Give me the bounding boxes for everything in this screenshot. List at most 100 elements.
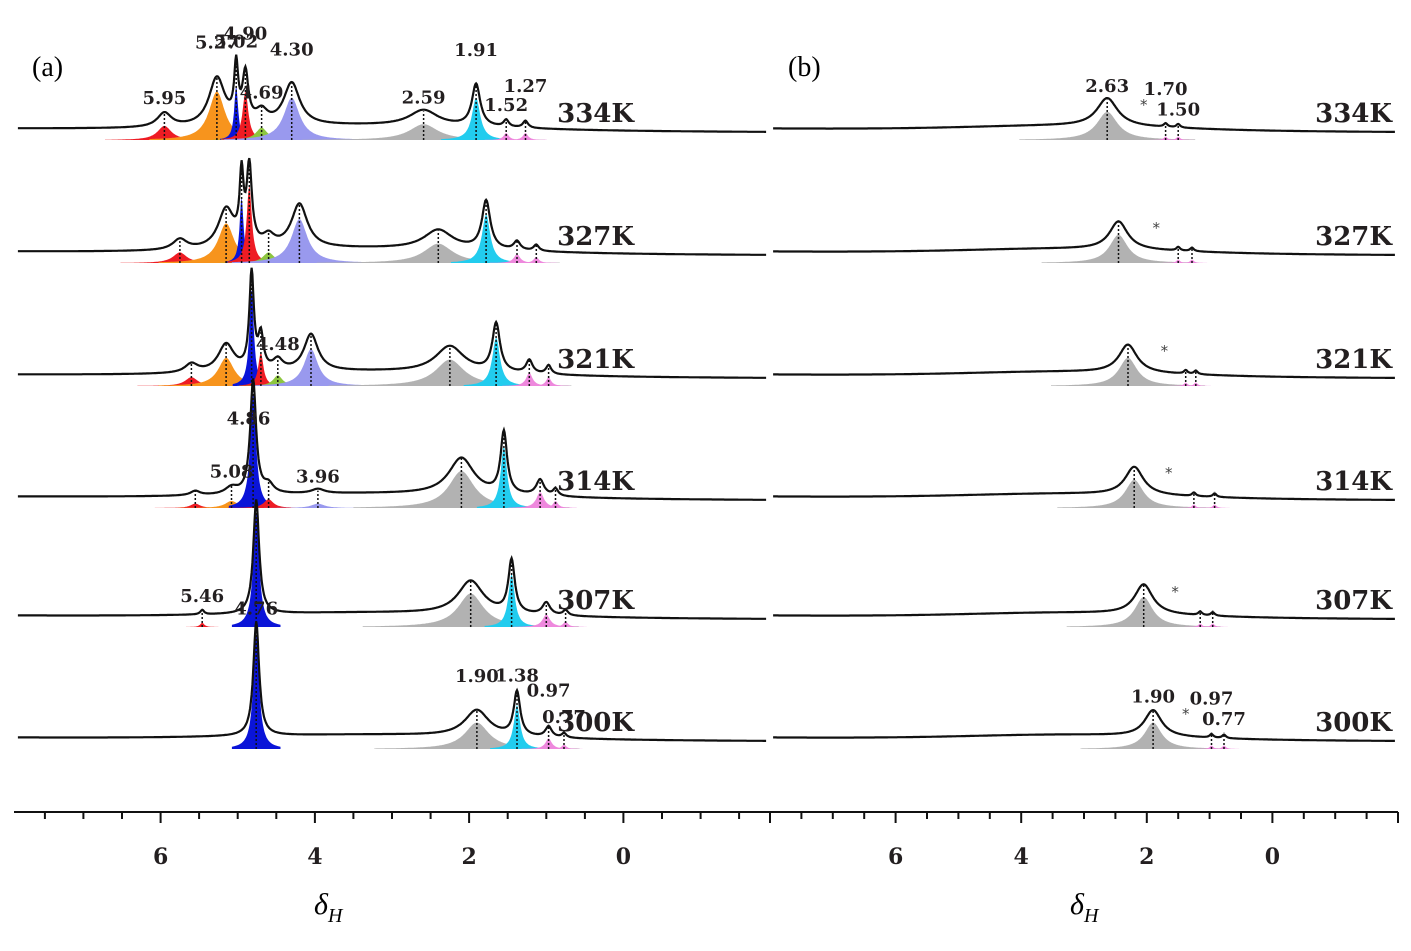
- peak-fill-321K-4.05: [251, 349, 371, 386]
- panel-label-a: (a): [32, 52, 63, 83]
- panel-b-spectra: 2.63 1.701.50 * 334K * 327K * 321K * 314K * 307K 1.9…: [769, 76, 1399, 870]
- envelope-321K: [17, 267, 767, 379]
- peak-fill-307K-2.05: [1066, 597, 1221, 627]
- peak-label-321K-4.48: 4.48: [256, 334, 300, 355]
- peak-fill-327K-1.13: [514, 256, 558, 263]
- peak-label-334K-2.63: 2.63: [1085, 76, 1129, 97]
- x-tick-label-4: 4: [1014, 844, 1029, 870]
- envelope-334K: [773, 97, 1395, 133]
- peak-label-334K-1.50: 1.50: [1156, 100, 1200, 121]
- x-axis-title-b-subscript: H: [1083, 905, 1100, 927]
- peak-fill-321K-1.22: [502, 372, 557, 386]
- peak-label-300K-0.97: 0.97: [527, 681, 571, 702]
- envelope-327K: [17, 157, 767, 256]
- x-tick-label-0: 0: [616, 844, 631, 870]
- peak-fill-314K-1.55: [476, 446, 531, 508]
- temperature-label-327K: 327K: [557, 222, 635, 252]
- envelope-300K: [17, 621, 767, 742]
- star-annotation-327K: *: [1152, 219, 1160, 237]
- star-annotation-321K: *: [1161, 342, 1169, 360]
- peak-fill-314K-2.2: [1057, 479, 1212, 508]
- spectrum-307K: * 307K: [773, 583, 1395, 627]
- peak-fill-334K-5.02: [220, 85, 253, 140]
- envelope-307K: [17, 499, 767, 620]
- spectrum-327K: * 327K: [773, 219, 1395, 263]
- peak-fill-314K-5.08: [177, 501, 286, 508]
- peak-label-334K-4.90: 4.90: [223, 23, 267, 44]
- peak-fill-327K-4.85: [227, 185, 271, 263]
- envelope-314K: [773, 465, 1395, 501]
- peak-label-334K-1.91: 1.91: [454, 40, 498, 61]
- spectrum-321K: * 321K: [773, 342, 1395, 386]
- temperature-label-300K: 300K: [557, 708, 635, 738]
- envelope-307K: [773, 583, 1395, 620]
- spectrum-334K: 5.95 5.275.024.90 4.69 4.30 2.59 1.91 1.521.27…: [17, 23, 767, 140]
- peak-label-300K-0.97: 0.97: [1190, 689, 1234, 710]
- envelope-314K: [17, 378, 767, 501]
- temperature-label-321K: 321K: [557, 345, 635, 375]
- x-axis-(b): 6 4 2 0: [769, 811, 1399, 870]
- panel-label-b: (b): [788, 52, 821, 83]
- peak-fill-314K-5.55: [154, 503, 236, 508]
- peak-label-314K-5.08: 5.08: [210, 462, 254, 483]
- peak-label-334K-5.27: 5.27: [195, 33, 239, 54]
- x-tick-label-0: 0: [1265, 844, 1280, 870]
- x-axis-title-b: δH: [1070, 888, 1100, 927]
- peak-label-300K-1.90: 1.90: [455, 666, 499, 687]
- peak-label-300K-0.77: 0.77: [1202, 709, 1246, 730]
- x-axis-(a): 6 4 2 0: [14, 811, 770, 870]
- peak-fill-314K-3.96: [263, 503, 372, 508]
- temperature-label-300K: 300K: [1315, 708, 1393, 738]
- peak-label-300K-1.38: 1.38: [495, 666, 539, 687]
- peak-fill-314K-2.1: [353, 471, 570, 508]
- peak-label-300K-4.76: 4.76: [234, 599, 278, 620]
- peak-fill-334K-2.59: [302, 124, 546, 140]
- peak-fill-327K-2.45: [1041, 234, 1196, 263]
- peak-fill-334K-1.52: [484, 133, 528, 140]
- x-tick-label-6: 6: [153, 844, 168, 870]
- peak-fill-334K-2.63: [1019, 111, 1196, 140]
- temperature-label-307K: 307K: [1315, 586, 1393, 616]
- peak-label-307K-5.46: 5.46: [180, 586, 224, 607]
- peak-label-334K-5.95: 5.95: [142, 88, 186, 109]
- peak-label-334K-5.02: 5.02: [214, 31, 258, 52]
- envelope-300K: [773, 708, 1395, 742]
- star-annotation-300K: *: [1182, 705, 1190, 723]
- spectrum-334K: 2.63 1.701.50 * 334K: [773, 76, 1395, 140]
- envelope-334K: [17, 54, 767, 133]
- x-axis-title-a-symbol: δ: [314, 888, 329, 921]
- envelope-327K: [773, 220, 1395, 256]
- temperature-label-307K: 307K: [557, 586, 635, 616]
- spectrum-314K: 5.08 4.86 3.96 314K: [17, 378, 767, 508]
- peak-label-334K-1.52: 1.52: [484, 95, 528, 116]
- x-tick-label-4: 4: [307, 844, 322, 870]
- spectrum-300K: 1.90 0.970.77 * 300K: [773, 687, 1395, 749]
- x-axis-title-a: δH: [314, 888, 344, 927]
- envelope-321K: [773, 343, 1395, 379]
- peak-fill-334K-5.95: [105, 125, 224, 140]
- peak-label-334K-1.27: 1.27: [504, 76, 548, 97]
- peak-fill-307K-5.46: [186, 622, 219, 627]
- panel-a-spectra: 5.95 5.275.024.90 4.69 4.30 2.59 1.91 1.521.27…: [14, 23, 770, 870]
- peak-fill-321K-2.3: [1051, 357, 1205, 386]
- temperature-label-321K: 321K: [1315, 345, 1393, 375]
- spectrum-307K: 5.46 307K: [17, 499, 767, 627]
- peak-fill-307K-0.75: [544, 621, 588, 627]
- peak-label-300K-0.77: 0.77: [542, 707, 586, 728]
- spectrum-327K: 327K: [17, 157, 767, 263]
- x-tick-label-2: 2: [1139, 844, 1154, 870]
- peak-fill-334K-1.27: [503, 133, 548, 140]
- peak-fill-334K-4.9: [221, 92, 270, 140]
- spectrum-314K: * 314K: [773, 464, 1395, 508]
- star-annotation-334K: *: [1140, 96, 1148, 114]
- spectrum-321K: 4.48 321K: [17, 267, 767, 386]
- temperature-label-334K: 334K: [557, 99, 635, 129]
- star-annotation-314K: *: [1165, 464, 1173, 482]
- star-annotation-307K: *: [1171, 583, 1179, 601]
- peak-label-314K-3.96: 3.96: [296, 467, 340, 488]
- x-tick-label-6: 6: [888, 844, 903, 870]
- peak-fill-327K-5.15: [158, 223, 294, 263]
- peak-fill-321K-5.15: [158, 357, 294, 386]
